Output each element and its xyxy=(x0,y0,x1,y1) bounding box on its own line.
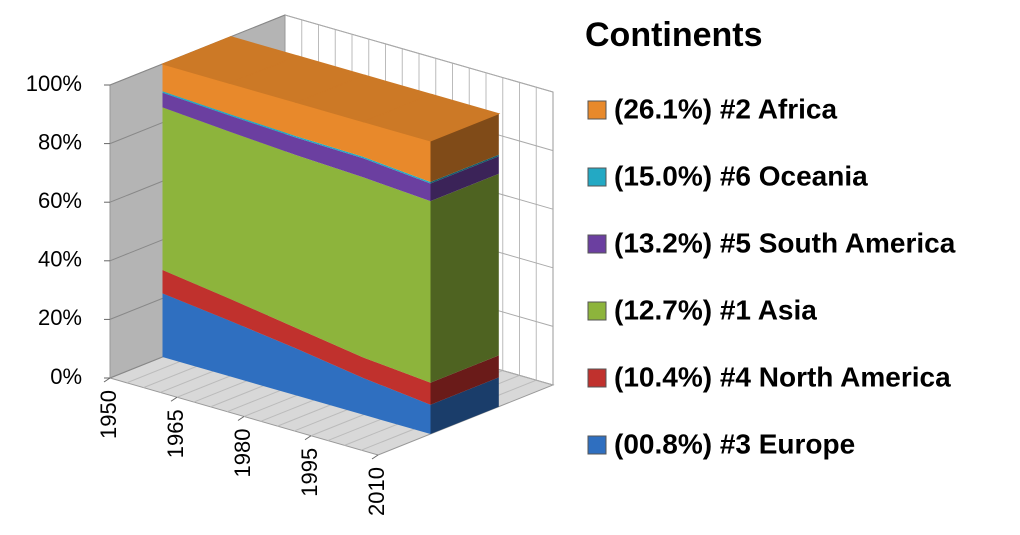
legend-label: (12.7%) #1 Asia xyxy=(614,294,817,325)
legend-swatch xyxy=(587,301,607,321)
y-tick-label: 20% xyxy=(38,305,82,330)
area-front xyxy=(162,64,431,182)
legend-label: (15.0%) #6 Oceania xyxy=(614,160,868,191)
area-front xyxy=(162,107,431,383)
y-tick-label: 40% xyxy=(38,247,82,272)
y-tick-label: 0% xyxy=(50,364,82,389)
grid-line xyxy=(284,14,554,93)
legend-swatch xyxy=(587,368,607,388)
x-tick xyxy=(371,454,379,460)
legend-label: (13.2%) #5 South America xyxy=(614,227,956,258)
area-side xyxy=(430,113,499,182)
y-tick-label: 100% xyxy=(26,71,82,96)
area-front xyxy=(162,91,431,184)
area-front xyxy=(162,270,431,405)
y-tick-label: 60% xyxy=(38,188,82,213)
area-side xyxy=(430,156,499,202)
x-tick-label: 1980 xyxy=(230,429,255,478)
area-side xyxy=(430,377,499,434)
legend-label: (10.4%) #4 North America xyxy=(614,361,951,392)
x-tick xyxy=(237,416,245,421)
legend-swatch xyxy=(587,100,607,120)
x-tick xyxy=(170,396,178,402)
legend-swatch xyxy=(587,167,607,187)
x-tick-label: 1995 xyxy=(297,448,322,497)
y-tick-label: 80% xyxy=(38,129,82,154)
x-tick xyxy=(304,435,312,441)
x-tick xyxy=(103,377,111,383)
legend-title: Continents xyxy=(585,16,763,54)
area-side xyxy=(430,154,499,184)
area-front xyxy=(162,92,431,202)
legend-swatch xyxy=(587,234,607,254)
area-front xyxy=(162,293,431,434)
legend-label: (00.8%) #3 Europe xyxy=(614,428,855,459)
x-tick-label: 1950 xyxy=(96,390,121,439)
area-side xyxy=(430,173,499,383)
x-tick-label: 1965 xyxy=(163,409,188,458)
x-tick-label: 2010 xyxy=(364,467,389,516)
legend-swatch xyxy=(587,435,607,455)
top-face xyxy=(361,93,501,142)
legend-label: (26.1%) #2 Africa xyxy=(614,93,837,124)
area-side xyxy=(430,355,499,405)
